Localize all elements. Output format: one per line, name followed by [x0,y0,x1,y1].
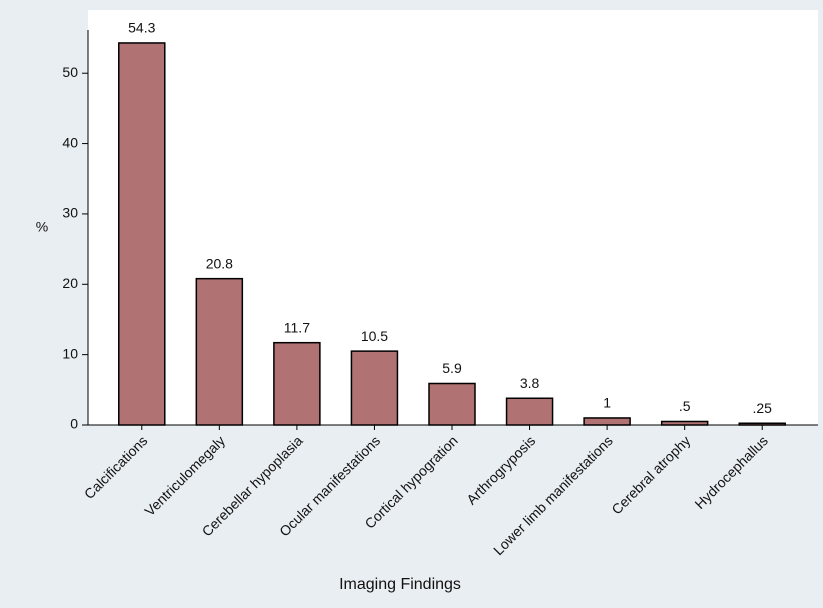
bar [428,382,476,426]
value-label: 5.9 [442,360,462,376]
bar [505,397,554,426]
value-label: .5 [679,398,691,414]
bar [273,341,321,426]
value-label: 1 [603,395,611,411]
y-axis-label: % [36,219,48,235]
x-axis-label: Imaging Findings [339,576,461,593]
y-tick-label: 40 [62,134,78,150]
bar [738,422,786,426]
value-label: 54.3 [128,20,155,36]
bar [660,420,709,426]
bar [118,42,166,426]
bar [583,417,631,426]
y-tick-label: 50 [62,64,78,80]
y-tick-label: 30 [62,205,78,221]
y-tick-label: 20 [62,275,78,291]
value-label: .25 [752,400,772,416]
bar [195,277,244,426]
y-tick-label: 0 [70,416,78,432]
value-label: 3.8 [520,375,540,391]
value-label: 10.5 [361,328,388,344]
value-label: 11.7 [284,319,310,335]
value-label: 20.8 [206,255,233,271]
y-tick-label: 10 [62,345,78,361]
bar [350,350,399,426]
